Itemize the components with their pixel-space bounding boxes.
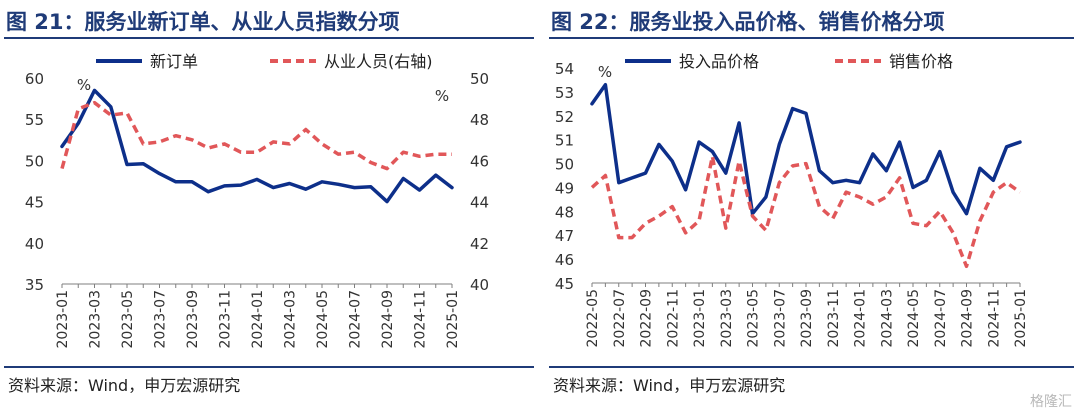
legend-label: 销售价格 [889, 52, 953, 71]
x-tick-label: 2025-01 [1013, 289, 1029, 348]
x-tick-label: 2024-05 [906, 289, 922, 348]
x-tick-label: 2024-11 [986, 289, 1002, 348]
x-tick-label: 2023-01 [55, 290, 71, 349]
y-right-unit-label: % [435, 87, 449, 105]
x-tick-label: 2023-07 [153, 290, 169, 349]
y-left-tick-label: 52 [555, 108, 574, 126]
x-tick-label: 2023-03 [719, 289, 735, 348]
x-tick-label: 2023-11 [826, 289, 842, 348]
x-tick-label: 2024-03 [283, 290, 299, 349]
x-tick-label: 2022-05 [585, 289, 601, 348]
source-note: 资料来源：Wind，申万宏源研究 [553, 376, 786, 395]
x-tick-label: 2024-11 [413, 290, 429, 349]
y-right-tick-label: 40 [470, 276, 489, 294]
x-tick-label: 2024-09 [380, 290, 396, 349]
source-divider [4, 366, 534, 368]
x-tick-label: 2023-09 [799, 289, 815, 348]
x-tick-label: 2023-05 [746, 289, 762, 348]
chart-panel-right: 图 22：服务业投入品价格、销售价格分项 45 46 47 48 49 50 51 52 53 5… [545, 0, 1080, 416]
series-line [590, 154, 1022, 269]
y-left-tick-label: 40 [25, 235, 44, 253]
series-line [590, 82, 1022, 216]
title-divider [4, 37, 534, 39]
y-left-unit-label: % [598, 63, 612, 81]
source-divider [549, 366, 1074, 368]
title-divider [549, 37, 1074, 39]
y-left-tick-label: 45 [555, 275, 574, 293]
series-line [60, 100, 452, 171]
y-left-tick-label: 53 [555, 84, 574, 102]
x-tick-label: 2023-07 [772, 289, 788, 348]
series-line [60, 88, 454, 204]
x-tick-label: 2022-07 [612, 289, 628, 348]
y-right-tick-label: 48 [470, 111, 489, 129]
x-tick-label: 2024-01 [853, 289, 869, 348]
chart-input-sales-prices: 45 46 47 48 49 50 51 52 53 54 % 2022-05 2022-07 2022-… [555, 52, 1029, 348]
x-tick-label: 2023-09 [185, 290, 201, 349]
y-right-tick-label: 42 [470, 235, 489, 253]
y-left-tick-label: 51 [555, 132, 574, 150]
x-tick-label: 2022-09 [639, 289, 655, 348]
chart-title: 图 22：服务业投入品价格、销售价格分项 [551, 10, 945, 34]
y-right-tick-label: 46 [470, 152, 489, 170]
y-left-tick-label: 50 [555, 156, 574, 174]
x-tick-label: 2024-03 [879, 289, 895, 348]
y-left-tick-label: 35 [25, 276, 44, 294]
x-tick-label: 2023-05 [120, 290, 136, 349]
x-tick-label: 2022-11 [665, 289, 681, 348]
legend-label: 从业人员(右轴) [324, 52, 433, 71]
y-left-tick-label: 60 [25, 70, 44, 88]
y-right-tick-label: 44 [470, 194, 489, 212]
x-tick-label: 2023-03 [88, 290, 104, 349]
y-right-tick-label: 50 [470, 70, 489, 88]
y-left-tick-label: 46 [555, 251, 574, 269]
x-tick-label: 2024-07 [348, 290, 364, 349]
y-left-tick-label: 47 [555, 227, 574, 245]
y-left-tick-label: 48 [555, 203, 574, 221]
y-left-tick-label: 50 [25, 152, 44, 170]
y-left-tick-label: 54 [555, 60, 574, 78]
watermark-logo: 格隆汇 [1030, 394, 1072, 410]
x-tick-label: 2024-01 [250, 290, 266, 349]
x-tick-label: 2024-07 [933, 289, 949, 348]
legend-label: 新订单 [150, 52, 198, 71]
x-tick-label: 2025-01 [445, 290, 461, 349]
y-left-unit-label: % [77, 76, 91, 94]
x-tick-label: 2024-09 [960, 289, 976, 348]
source-note: 资料来源：Wind，申万宏源研究 [8, 376, 241, 395]
chart-title: 图 21：服务业新订单、从业人员指数分项 [6, 10, 400, 34]
x-tick-label: 2023-11 [218, 290, 234, 349]
x-tick-label: 2023-01 [692, 289, 708, 348]
legend-label: 投入品价格 [679, 52, 759, 71]
y-left-tick-label: 45 [25, 194, 44, 212]
y-left-tick-label: 49 [555, 179, 574, 197]
chart-panel-left: 图 21：服务业新订单、从业人员指数分项 35 40 45 50 55 60 40 42 44 4… [4, 10, 534, 395]
y-left-tick-label: 55 [25, 111, 44, 129]
x-tick-label: 2024-05 [315, 290, 331, 349]
chart-new-orders-employment: 35 40 45 50 55 60 40 42 44 46 48 50%% 2023-01 2023-03… [25, 52, 489, 349]
